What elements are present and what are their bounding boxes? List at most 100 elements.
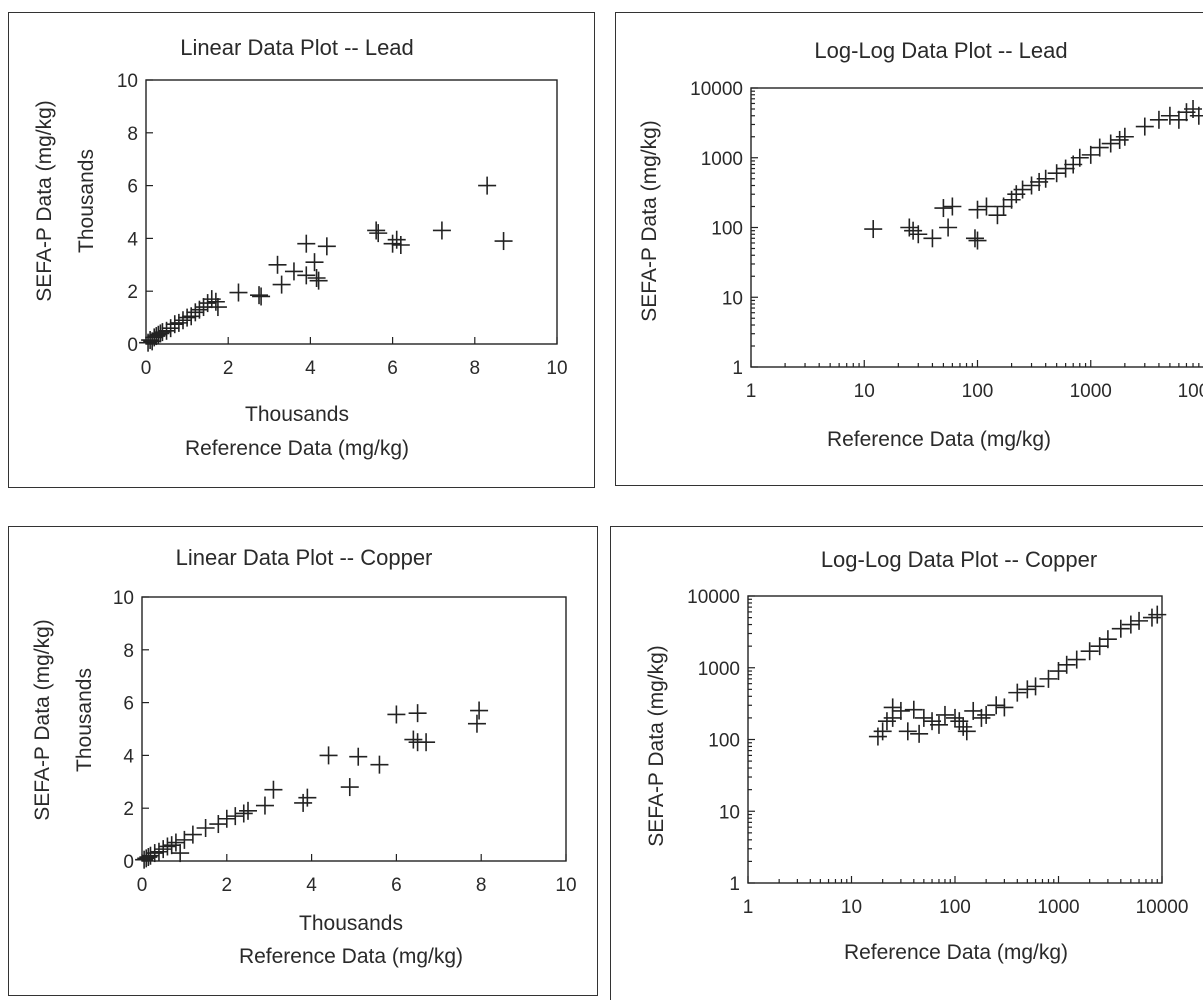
x-tick-label: 8 xyxy=(476,875,487,896)
data-point xyxy=(255,796,274,815)
y-tick-label: 0 xyxy=(123,852,134,873)
data-point xyxy=(1135,117,1154,136)
data-point xyxy=(370,755,389,774)
y-unit-label: Thousands xyxy=(75,149,98,253)
data-point xyxy=(977,197,996,216)
data-point xyxy=(250,286,269,305)
data-point xyxy=(910,724,929,743)
data-point xyxy=(183,825,202,844)
plot-area: 1 10 100 1000 10000 1 10 100 1000 10000 xyxy=(690,79,1203,402)
y-tick-label: 100 xyxy=(708,731,740,752)
data-point xyxy=(965,229,984,248)
y-tick-label: 10 xyxy=(722,288,743,309)
y-tick-label: 10 xyxy=(117,71,138,92)
data-point xyxy=(208,298,227,317)
data-point xyxy=(1142,608,1161,627)
x-tick-label: 6 xyxy=(387,358,398,379)
data-point xyxy=(369,224,388,243)
y-tick-label: 0 xyxy=(127,335,138,356)
chart-linear-lead: Linear Data Plot -- Lead 0 2 4 6 8 100246810 … xyxy=(33,35,568,460)
data-point xyxy=(1070,148,1089,167)
y-tick-label: 6 xyxy=(123,694,134,715)
data-point xyxy=(883,698,902,717)
x-tick-label: 2 xyxy=(223,358,234,379)
chart-loglog-copper: Log-Log Data Plot -- Copper 1 10 100 1000 10… xyxy=(645,547,1188,964)
chart-title: Log-Log Data Plot -- Lead xyxy=(814,38,1067,63)
data-point xyxy=(166,833,185,852)
data-point xyxy=(964,701,983,720)
data-point xyxy=(1022,176,1041,195)
y-tick-label: 1000 xyxy=(701,149,743,170)
x-tick-label: 0 xyxy=(137,875,148,896)
x-tick-label: 4 xyxy=(306,875,317,896)
data-point xyxy=(408,704,427,723)
x-tick-label: 10 xyxy=(841,897,862,918)
chart-panel-linear-lead: Linear Data Plot -- Lead 0 2 4 6 8 10 0 2 4 6 8 10 … xyxy=(8,12,595,488)
data-point xyxy=(898,722,917,741)
data-point xyxy=(1121,615,1140,634)
data-point xyxy=(914,708,933,727)
chart-loglog-lead: Log-Log Data Plot -- Lead 1 10 100 1000 1000… xyxy=(638,38,1203,451)
x-axis-label: Reference Data (mg/kg) xyxy=(185,437,409,460)
data-point xyxy=(987,696,1006,715)
y-axis-label: SEFA-P Data (mg/kg) xyxy=(31,619,54,821)
data-point xyxy=(904,221,923,240)
y-tick-label: 6 xyxy=(127,177,138,198)
data-point xyxy=(1036,169,1055,188)
data-point xyxy=(995,698,1014,717)
x-unit-label: Thousands xyxy=(245,403,349,426)
data-point xyxy=(494,232,513,251)
x-tick-label: 1 xyxy=(746,381,757,402)
x-tick-label: 100 xyxy=(962,381,994,402)
data-point xyxy=(904,700,923,719)
plot-area: 0 2 4 6 8 10 0 2 4 6 8 10 xyxy=(113,588,577,896)
data-point xyxy=(171,844,190,863)
x-tick-label: 10000 xyxy=(1178,381,1203,402)
data-point xyxy=(383,234,402,253)
data-point xyxy=(404,730,423,749)
data-point xyxy=(943,197,962,216)
data-point xyxy=(1115,127,1134,146)
data-point xyxy=(1080,642,1099,661)
data-point xyxy=(432,221,451,240)
data-point xyxy=(234,804,253,823)
data-point xyxy=(891,701,910,720)
data-point xyxy=(149,325,168,344)
y-tick-label: 8 xyxy=(123,641,134,662)
y-tick-label: 4 xyxy=(127,229,138,250)
chart-panel-loglog-copper: Log-Log Data Plot -- Copper 1 10 100 1000 10… xyxy=(610,526,1203,1000)
data-point xyxy=(158,837,177,856)
plot-area: 1 10 100 1000 10000 1 10 100 1000 10000 xyxy=(687,587,1188,918)
data-point xyxy=(1067,650,1086,669)
plot-frame xyxy=(750,87,1203,368)
data-point xyxy=(391,236,410,254)
data-point xyxy=(175,830,194,849)
data-point xyxy=(1110,130,1129,149)
data-point xyxy=(154,840,173,859)
data-point xyxy=(1189,106,1203,125)
y-tick-label: 8 xyxy=(127,124,138,145)
chart-panel-linear-copper: Linear Data Plot -- Copper 0 2 4 6 8 10 0 2 4 6 8 1… xyxy=(8,526,598,996)
data-point xyxy=(478,176,497,195)
data-point xyxy=(268,255,287,274)
data-point xyxy=(305,253,324,272)
x-tick-label: 10 xyxy=(546,358,567,379)
data-point xyxy=(968,231,987,250)
data-point xyxy=(1160,106,1179,125)
data-point xyxy=(298,788,317,807)
x-unit-label: Thousands xyxy=(299,912,403,935)
data-point xyxy=(340,778,359,797)
data-point xyxy=(1018,680,1037,699)
data-point xyxy=(1026,677,1045,696)
data-point xyxy=(935,705,954,724)
chart-title: Linear Data Plot -- Lead xyxy=(180,35,414,60)
data-point xyxy=(470,701,489,720)
data-point xyxy=(387,705,406,724)
data-point xyxy=(165,315,184,334)
data-point xyxy=(968,200,987,219)
data-point xyxy=(1047,164,1066,183)
y-tick-label: 100 xyxy=(711,219,743,240)
data-point xyxy=(1081,145,1100,164)
chart-panel-loglog-lead: Log-Log Data Plot -- Lead 1 10 100 1000 1000… xyxy=(615,12,1203,486)
data-point xyxy=(467,714,486,733)
